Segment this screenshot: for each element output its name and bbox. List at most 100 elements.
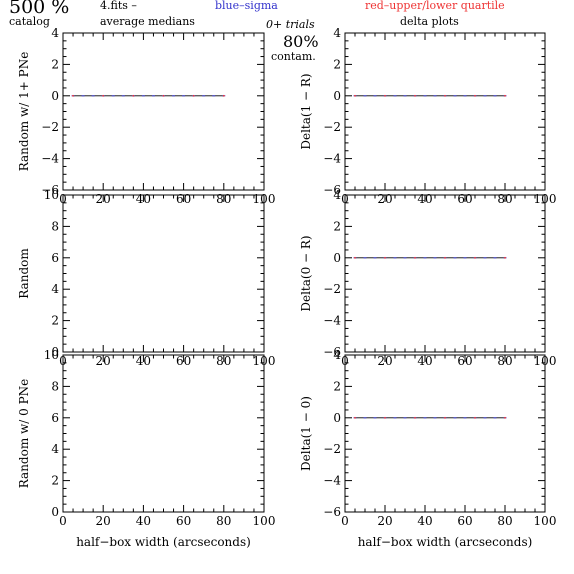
quartile-mark [414, 416, 416, 419]
quartile-mark [414, 256, 416, 259]
y-axis-label: Delta(1 − R) [299, 73, 313, 149]
x-tick-label: 0 [341, 514, 349, 528]
axes-frame [344, 194, 546, 353]
axes-frame [62, 32, 265, 191]
trials-label: 0+ trials [266, 18, 315, 31]
x-tick-label: 40 [136, 514, 151, 528]
x-tick-label: 20 [96, 514, 111, 528]
quartile-mark [102, 94, 105, 97]
quartile-mark [384, 94, 386, 97]
y-tick-label: 0 [333, 411, 341, 425]
y-tick-label: −4 [41, 152, 59, 166]
y-tick-label: 2 [333, 379, 341, 393]
x-tick-label: 80 [216, 514, 231, 528]
quartile-mark [444, 94, 446, 97]
quartile-mark [162, 94, 165, 97]
axes-frame [62, 354, 265, 513]
delta-plots-label: delta plots [400, 15, 459, 28]
x-tick-label: 20 [377, 514, 392, 528]
quartile-mark [354, 256, 356, 259]
quartile-mark [72, 94, 74, 97]
y-tick-label: 2 [333, 219, 341, 233]
quartile-mark [192, 94, 195, 97]
y-tick-label: 8 [51, 219, 59, 233]
contam-label: contam. [271, 50, 316, 63]
axes-frame [344, 32, 546, 191]
y-tick-label: 4 [333, 26, 341, 40]
y-tick-label: 6 [51, 411, 59, 425]
quartile-mark [474, 256, 476, 259]
quartile-mark [504, 416, 506, 419]
y-tick-label: −2 [323, 120, 341, 134]
y-tick-label: −2 [41, 120, 59, 134]
percent-label: 500 % [9, 0, 70, 18]
x-tick-label: 60 [457, 514, 472, 528]
panel-6: 0 20 40 60 80 100 −6 −4 −2 0 2 4 Delta(1 − 0) half−bo… [299, 348, 556, 549]
y-tick-label: 0 [333, 251, 341, 265]
y-axis-label: Random w/ 1+ PNe [17, 52, 31, 172]
axes-frame [62, 194, 265, 353]
y-tick-label: 0 [51, 505, 59, 519]
y-axis-label: Random w/ 0 PNe [17, 379, 31, 489]
y-tick-label: 4 [51, 282, 59, 296]
x-axis-label: half−box width (arcseconds) [358, 535, 533, 549]
y-tick-label: 0 [51, 345, 59, 359]
quartile-mark [474, 94, 476, 97]
y-tick-label: 4 [333, 188, 341, 202]
y-axis-label: Random [17, 248, 31, 299]
x-tick-label: 80 [497, 514, 512, 528]
y-tick-label: −6 [323, 183, 341, 197]
y-tick-label: −4 [323, 152, 341, 166]
y-tick-label: 10 [44, 348, 59, 362]
y-tick-label: 4 [51, 26, 59, 40]
y-tick-label: −6 [41, 183, 59, 197]
x-tick-label: 0 [59, 514, 67, 528]
y-tick-label: 4 [333, 348, 341, 362]
quartile-mark [222, 94, 225, 97]
quartile-mark [474, 416, 476, 419]
quartile-mark [504, 256, 506, 259]
quartile-mark [444, 416, 446, 419]
y-tick-label: 2 [51, 474, 59, 488]
x-axis-label: half−box width (arcseconds) [76, 535, 251, 549]
quartile-mark [444, 256, 446, 259]
quartile-mark [414, 94, 416, 97]
panel-5: 0 20 40 60 80 100 0 2 4 6 8 10 Random w/ 0 PNe half−b… [17, 348, 275, 549]
y-tick-label: −2 [323, 442, 341, 456]
y-tick-label: −4 [323, 314, 341, 328]
y-tick-label: 0 [333, 89, 341, 103]
y-tick-label: −2 [323, 282, 341, 296]
y-tick-label: 2 [51, 57, 59, 71]
y-tick-label: 4 [51, 442, 59, 456]
catalog-label: catalog [9, 15, 50, 28]
y-tick-label: 8 [51, 379, 59, 393]
x-tick-label: 40 [417, 514, 432, 528]
y-tick-label: 2 [333, 57, 341, 71]
axes-frame [344, 354, 546, 513]
y-tick-label: −6 [323, 345, 341, 359]
x-tick-label: 100 [253, 514, 276, 528]
y-tick-label: 2 [51, 314, 59, 328]
blue-sigma-label: blue–sigma [215, 0, 278, 12]
y-axis-label: Delta(1 − 0) [299, 396, 313, 471]
red-quartile-label: red–upper/lower quartile [365, 0, 505, 12]
quartile-mark [384, 416, 386, 419]
quartile-mark [504, 94, 506, 97]
file-label: 4.fits – [100, 0, 137, 12]
y-tick-label: 0 [51, 89, 59, 103]
y-tick-label: 6 [51, 251, 59, 265]
quartile-mark [132, 94, 135, 97]
y-tick-label: 10 [44, 188, 59, 202]
y-axis-label: Delta(0 − R) [299, 235, 313, 311]
x-tick-label: 100 [534, 514, 557, 528]
quartile-mark [384, 256, 386, 259]
y-tick-label: −4 [323, 474, 341, 488]
quartile-mark [354, 94, 356, 97]
contam-value: 80% [283, 32, 319, 51]
